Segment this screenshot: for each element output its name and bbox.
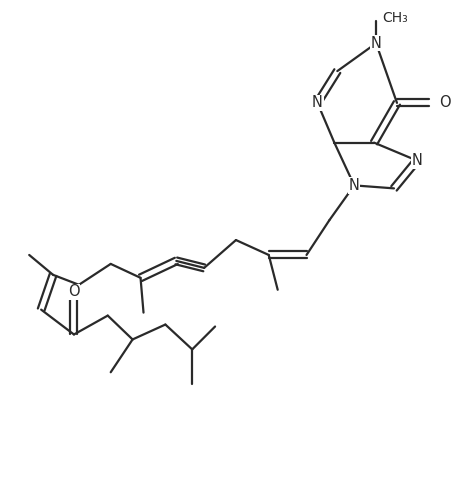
Text: N: N [370,36,381,51]
Text: N: N [348,178,359,193]
Text: CH₃: CH₃ [381,11,407,25]
Text: N: N [311,96,322,111]
Text: O: O [438,96,450,111]
Text: N: N [410,153,421,168]
Text: O: O [68,284,80,299]
